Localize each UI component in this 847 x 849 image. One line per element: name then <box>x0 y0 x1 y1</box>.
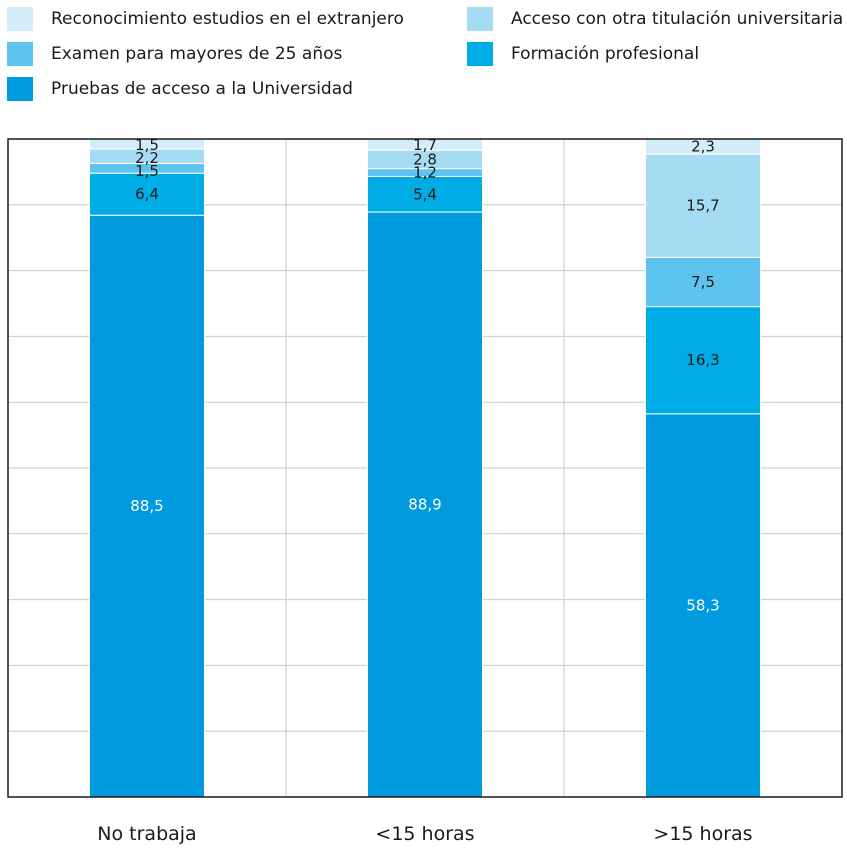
data-label-pruebas-de-acceso-a-la-universidad-15-horas: 88,9 <box>408 496 441 514</box>
legend-label: Pruebas de acceso a la Universidad <box>51 79 353 99</box>
bar-segment-pruebas-de-acceso-a-la-universidad-15-horas <box>645 413 761 798</box>
legend-item-formacion-profesional: Formación profesional <box>467 41 699 67</box>
legend-label: Examen para mayores de 25 años <box>51 44 343 64</box>
chart-legend: Reconocimiento estudios en el extranjero… <box>0 0 847 110</box>
legend-swatch <box>7 7 33 31</box>
bar-segment-acceso-con-otra-titulacion-universitaria-15-horas <box>645 153 761 258</box>
bar-segment-pruebas-de-acceso-a-la-universidad-no-trabaja <box>89 214 205 798</box>
data-label-formacion-profesional-no-trabaja: 6,4 <box>135 185 159 203</box>
plot-frame <box>7 138 843 798</box>
legend-swatch <box>467 42 493 66</box>
x-tick-label-no-trabaja: No trabaja <box>97 823 196 845</box>
legend-label: Reconocimiento estudios en el extranjero <box>51 9 404 29</box>
x-tick-label-15-horas: >15 horas <box>653 823 752 845</box>
data-label-reconocimiento-estudios-en-el-extranjero-no-trabaja: 1,5 <box>135 136 159 154</box>
legend-swatch <box>467 7 493 31</box>
data-label-examen-para-mayores-de-25-anos-no-trabaja: 1,5 <box>135 162 159 180</box>
data-label-formacion-profesional-15-horas: 16,3 <box>686 351 719 369</box>
data-label-formacion-profesional-15-horas: 5,4 <box>413 185 437 203</box>
x-tick-label-15-horas: <15 horas <box>375 823 474 845</box>
legend-item-reconocimiento-estudios-en-el-extranjero: Reconocimiento estudios en el extranjero <box>7 6 404 32</box>
data-label-acceso-con-otra-titulacion-universitaria-15-horas: 2,8 <box>413 150 437 168</box>
data-label-pruebas-de-acceso-a-la-universidad-no-trabaja: 88,5 <box>130 497 163 515</box>
bar-segment-formacion-profesional-no-trabaja <box>89 172 205 216</box>
data-label-acceso-con-otra-titulacion-universitaria-no-trabaja: 2,2 <box>135 149 159 167</box>
bar-segment-pruebas-de-acceso-a-la-universidad-15-horas <box>367 211 483 798</box>
legend-swatch <box>7 42 33 66</box>
data-label-examen-para-mayores-de-25-anos-15-horas: 7,5 <box>691 273 715 291</box>
bar-segment-formacion-profesional-15-horas <box>367 176 483 213</box>
legend-item-pruebas-de-acceso-a-la-universidad: Pruebas de acceso a la Universidad <box>7 76 353 102</box>
data-label-reconocimiento-estudios-en-el-extranjero-15-horas: 1,7 <box>413 136 437 154</box>
data-label-pruebas-de-acceso-a-la-universidad-15-horas: 58,3 <box>686 596 719 614</box>
data-label-examen-para-mayores-de-25-anos-15-horas: 1,2 <box>413 164 437 182</box>
legend-item-examen-para-mayores-de-25-anos: Examen para mayores de 25 años <box>7 41 342 67</box>
data-label-acceso-con-otra-titulacion-universitaria-15-horas: 15,7 <box>686 197 719 215</box>
legend-item-acceso-con-otra-titulacion-universitaria: Acceso con otra titulación universitaria <box>467 6 843 32</box>
bar-segment-formacion-profesional-15-horas <box>645 306 761 415</box>
bar-segment-examen-para-mayores-de-25-anos-15-horas <box>645 256 761 308</box>
legend-swatch <box>7 77 33 101</box>
legend-label: Acceso con otra titulación universitaria <box>511 9 844 29</box>
legend-label: Formación profesional <box>511 44 700 64</box>
data-label-reconocimiento-estudios-en-el-extranjero-15-horas: 2,3 <box>691 138 715 156</box>
